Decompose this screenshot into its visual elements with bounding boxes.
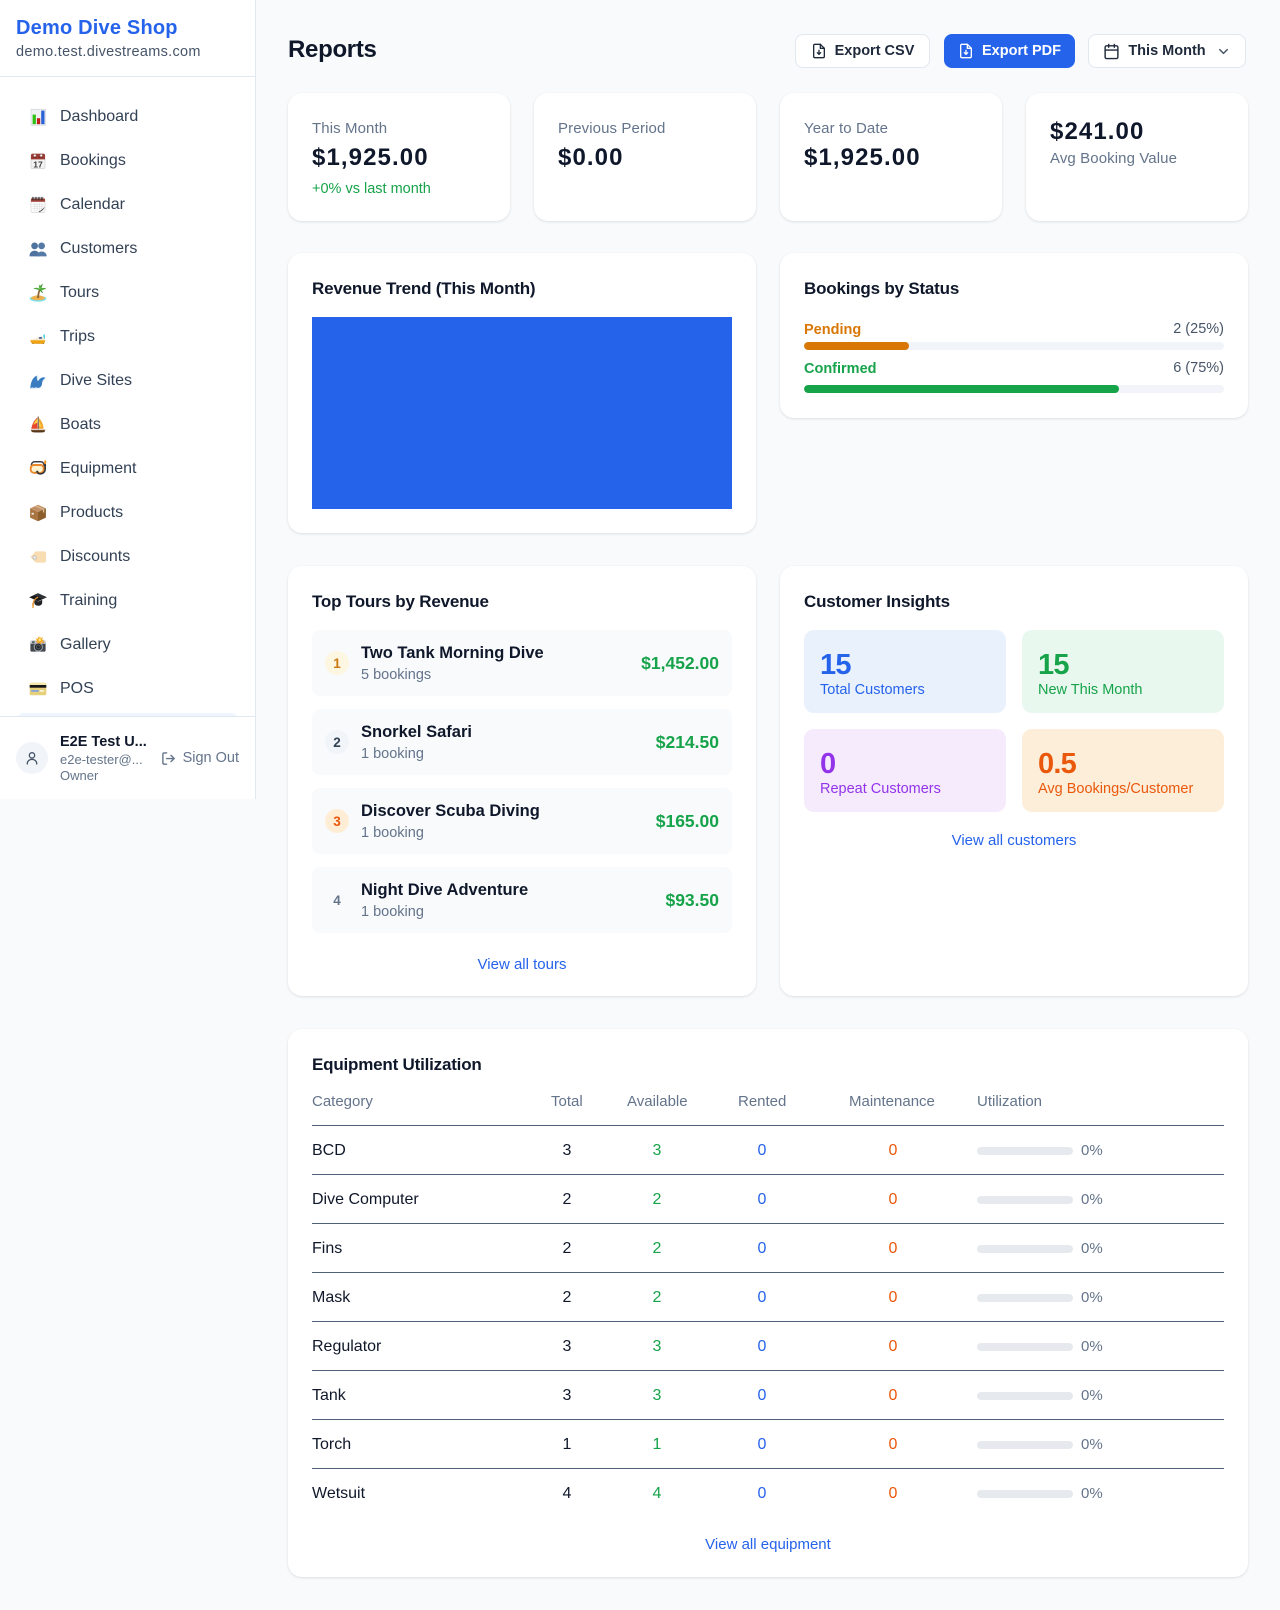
svg-text:17: 17: [33, 159, 43, 169]
